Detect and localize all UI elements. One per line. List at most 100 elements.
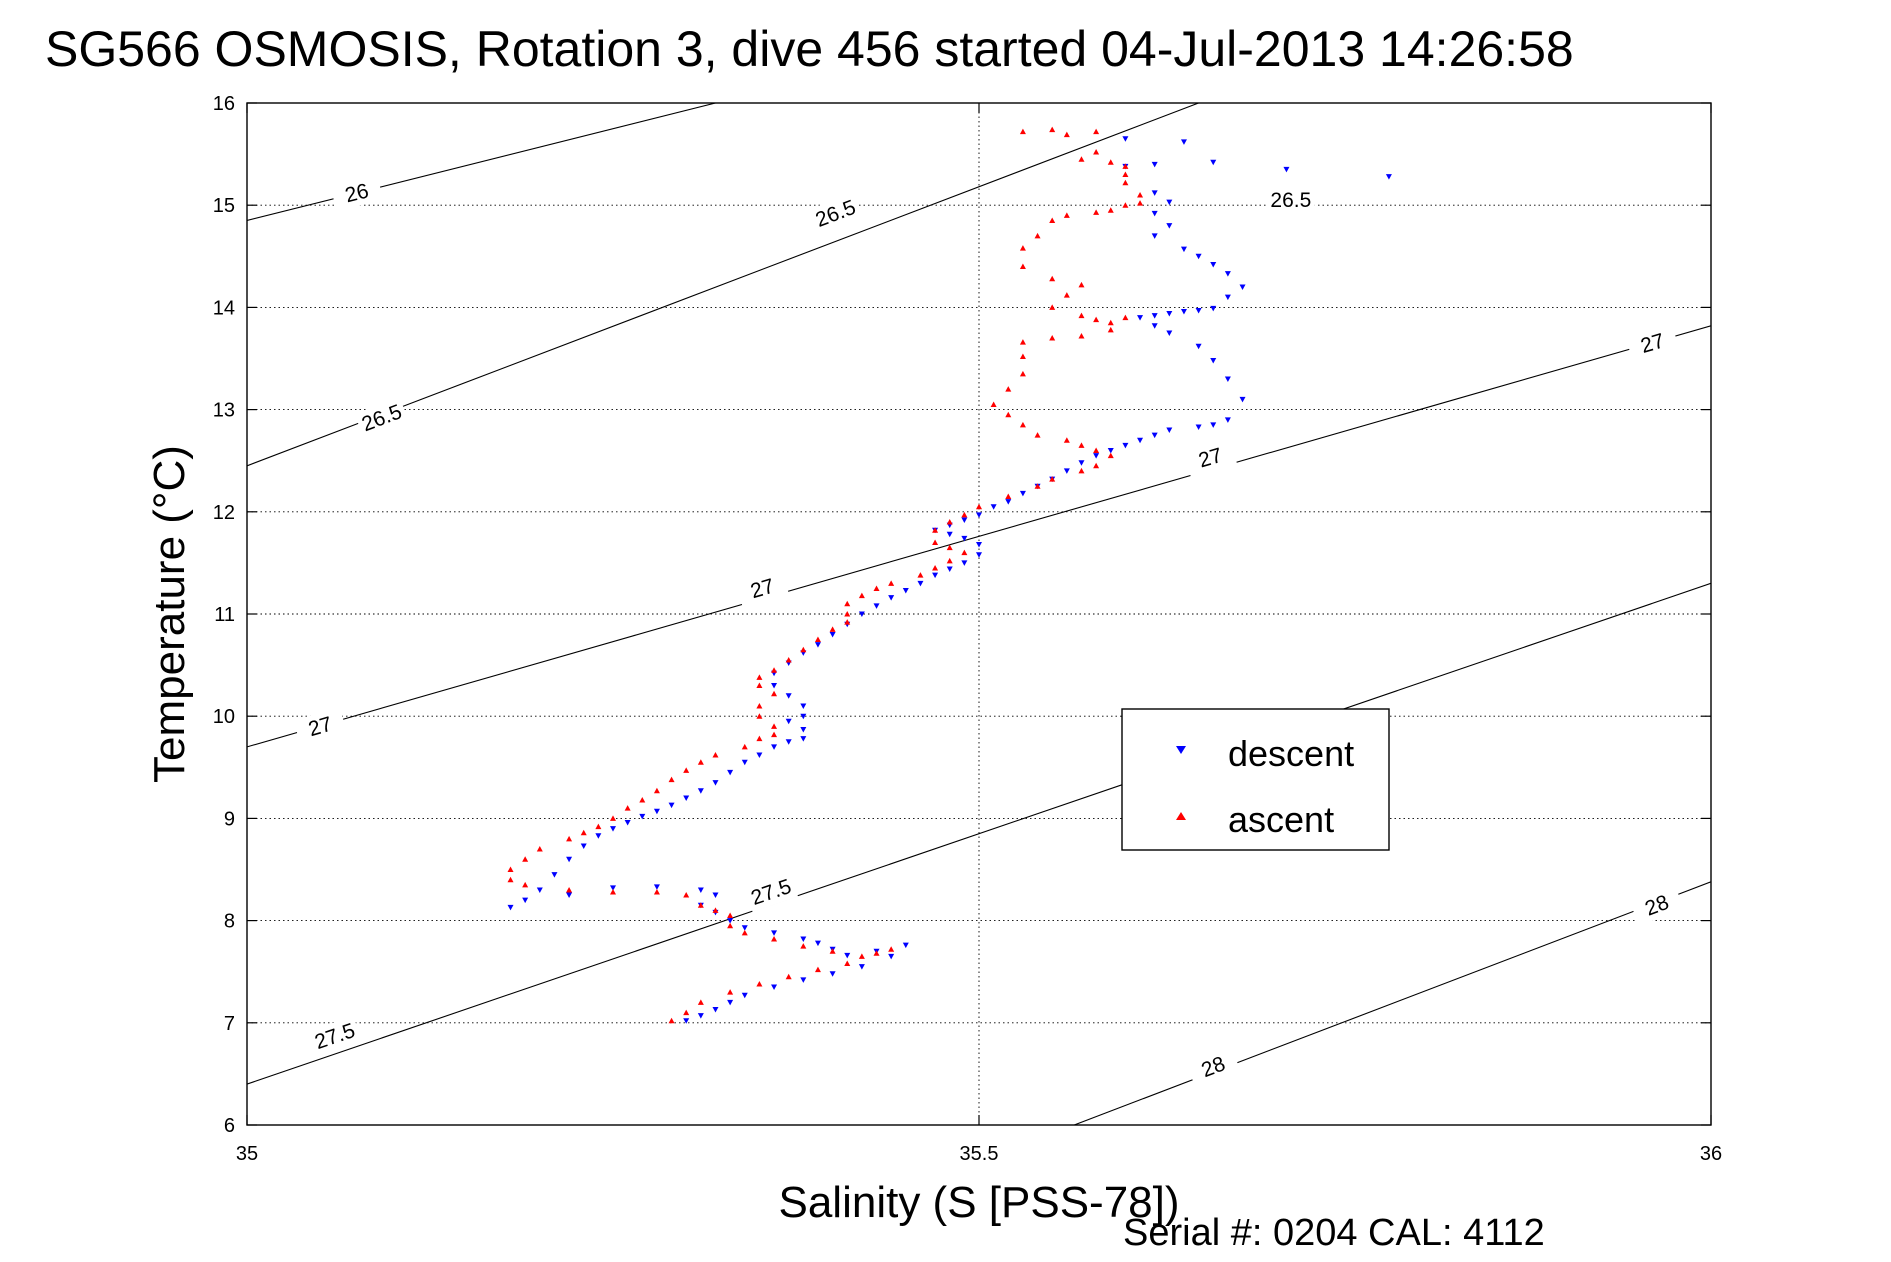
descent-point	[1137, 437, 1144, 444]
descent-point	[551, 872, 558, 878]
descent-point	[741, 992, 748, 999]
ascent-point	[507, 876, 514, 883]
legend-descent-label: descent	[1228, 733, 1354, 774]
ascent-point	[712, 907, 719, 913]
ascent-point	[1005, 493, 1012, 499]
ascent-point	[1005, 386, 1012, 392]
ascent-point	[697, 902, 704, 908]
descent-point	[741, 759, 748, 766]
descent-point	[1151, 233, 1158, 239]
descent-point	[1151, 190, 1158, 196]
descent-point	[1195, 307, 1202, 314]
descent-point	[727, 769, 734, 776]
descent-point	[1151, 323, 1158, 329]
y-tick-label: 8	[224, 911, 235, 933]
descent-point	[1180, 139, 1187, 145]
descent-point	[522, 897, 529, 904]
ascent-point	[727, 922, 734, 929]
ascent-point	[1078, 281, 1085, 288]
ascent-point	[1137, 200, 1144, 206]
x-tick-label: 35.5	[960, 1143, 999, 1165]
contour-label-bg	[307, 1016, 362, 1057]
legend: descent ascent	[1121, 708, 1390, 851]
descent-point	[536, 887, 543, 893]
descent-point	[1239, 396, 1246, 403]
descent-point	[1385, 174, 1392, 180]
ascent-point	[1078, 442, 1085, 448]
ascent-point	[932, 539, 939, 545]
ascent-point	[668, 1017, 675, 1024]
ascent-point	[946, 519, 953, 525]
ascent-point	[888, 580, 895, 586]
descent-point	[800, 736, 807, 742]
contour-label-bg	[1266, 187, 1315, 214]
contour-label-bg	[735, 569, 789, 608]
descent-point	[1239, 284, 1246, 290]
ascent-point	[756, 980, 763, 987]
descent-point	[990, 504, 997, 510]
descent-point	[1107, 447, 1114, 454]
ascent-point	[1107, 319, 1114, 326]
descent-point	[844, 952, 851, 959]
descent-point	[1063, 468, 1070, 474]
ascent-point	[668, 776, 675, 783]
descent-point	[756, 752, 763, 759]
descent-point	[888, 595, 895, 601]
descent-point	[1210, 358, 1217, 364]
y-tick-label: 9	[224, 808, 235, 830]
y-tick-label: 10	[213, 706, 235, 728]
ascent-point	[1122, 314, 1129, 321]
ascent-point	[800, 943, 807, 949]
descent-point	[800, 977, 807, 983]
x-tick-label: 35	[236, 1143, 258, 1165]
ascent-point	[961, 549, 968, 556]
ascent-point	[756, 713, 763, 719]
ascent-point	[1019, 370, 1026, 377]
descent-point	[697, 1013, 704, 1019]
descent-point	[1151, 210, 1158, 217]
ascent-point	[653, 787, 660, 794]
contour-label-bg	[330, 174, 384, 212]
ascent-point	[932, 527, 939, 533]
ascent-point	[1078, 312, 1085, 319]
descent-point	[858, 611, 865, 617]
ascent-point	[1122, 202, 1129, 208]
descent-point	[858, 964, 865, 970]
ascent-point	[1078, 467, 1085, 474]
ascent-point	[858, 592, 865, 599]
contour-label-bg	[808, 192, 863, 235]
ascent-point	[712, 752, 719, 758]
ascent-point	[727, 912, 734, 918]
ascent-point	[522, 881, 529, 888]
ascent-point	[1107, 452, 1114, 459]
ascent-point	[653, 888, 660, 895]
contour-line	[247, 103, 1199, 467]
ascent-point	[536, 846, 543, 852]
y-tick-label: 6	[224, 1115, 235, 1137]
contour-label: 26.5	[1270, 189, 1311, 212]
ascent-point	[1063, 437, 1070, 443]
descent-point	[771, 984, 778, 991]
y-tick-label: 13	[213, 400, 235, 422]
ascent-point	[639, 797, 646, 803]
descent-point	[712, 1007, 719, 1013]
descent-point	[800, 726, 807, 733]
ascent-point	[844, 600, 851, 607]
legend-ascent-label: ascent	[1228, 799, 1334, 840]
descent-point	[917, 580, 924, 587]
ascent-point	[990, 401, 997, 407]
ascent-point	[1049, 275, 1056, 282]
descent-point	[1151, 432, 1158, 439]
descent-point	[683, 1018, 690, 1024]
descent-point	[1151, 161, 1158, 168]
descent-point	[507, 904, 514, 911]
descent-point	[961, 517, 968, 523]
y-tick-label: 7	[224, 1013, 235, 1035]
axis-ticks: 35 35.5 36 6 7 8 9 10 11 12 13 14 15 16	[213, 93, 1722, 1165]
descent-point	[1166, 427, 1173, 434]
grid-lines	[247, 103, 1711, 1125]
ascent-point	[1063, 212, 1070, 218]
descent-point	[741, 925, 748, 931]
ascent-point	[873, 585, 880, 591]
descent-series	[507, 136, 1392, 1024]
